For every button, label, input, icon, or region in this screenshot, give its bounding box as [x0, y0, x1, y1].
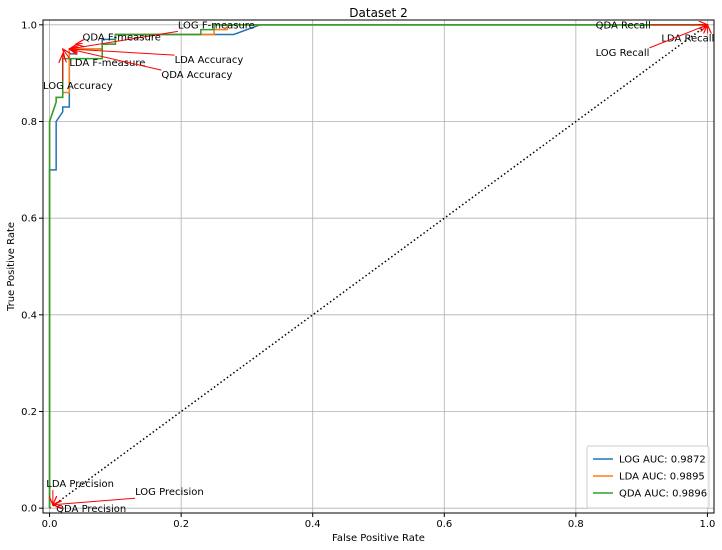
x-tick-label: 0.6: [436, 519, 452, 530]
annotation-label: LDA Accuracy: [175, 55, 244, 66]
series-line-2: [48, 24, 708, 509]
annotation-label: LOG F-measure: [178, 20, 255, 31]
annotation-arrow: [69, 49, 162, 71]
annotations: LOG F-measure QDA F-measure LDA F-measure L…: [43, 20, 714, 515]
chart-title: Dataset 2: [349, 6, 407, 20]
x-tick-label: 0.0: [42, 519, 58, 530]
x-tick-label: 0.2: [173, 519, 189, 530]
y-tick-label: 0.6: [21, 214, 37, 225]
y-tick-label: 1.0: [21, 20, 37, 31]
legend-box: [586, 445, 710, 509]
annotation-arrow: [53, 497, 136, 505]
axis-ticks: 0.0 0.2 0.4 0.6 0.8 1.0 0.0 0.2 0.4 0.6 0.8 1.0: [21, 20, 715, 530]
annotation-arrow: [69, 30, 178, 49]
annotation-label: QDA Recall: [596, 20, 651, 31]
y-tick-label: 0.0: [21, 504, 37, 515]
legend-label: LDA AUC: 0.9895: [619, 472, 705, 483]
annotation-arrow: [76, 43, 83, 44]
annotation-label: LOG Accuracy: [43, 81, 113, 92]
annotation-label: LDA Precision: [46, 479, 114, 490]
x-tick-label: 1.0: [699, 519, 715, 530]
annotation-label: QDA Precision: [56, 504, 126, 515]
y-tick-label: 0.4: [21, 310, 37, 321]
x-tick-label: 0.8: [568, 519, 584, 530]
annotation-label: QDA F-measure: [82, 32, 160, 43]
y-tick-label: 0.2: [21, 407, 37, 418]
annotation-arrow: [69, 49, 175, 56]
annotation-arrow: [649, 25, 707, 49]
annotation-label: LOG Precision: [135, 487, 204, 498]
y-tick-label: 0.8: [21, 117, 37, 128]
chance-diagonal-line: [49, 24, 708, 509]
x-tick-label: 0.4: [305, 519, 321, 530]
legend-label: LOG AUC: 0.9872: [619, 455, 706, 466]
annotation-label: LDA Recall: [661, 33, 714, 44]
grid: [43, 20, 714, 513]
y-axis-label: True Positive Rate: [6, 222, 17, 312]
x-axis-label: False Positive Rate: [332, 533, 425, 544]
annotation-label: QDA Accuracy: [161, 70, 232, 81]
legend: LOG AUC: 0.9872 LDA AUC: 0.9895 QDA AUC: 0…: [586, 445, 710, 509]
annotation-label: LOG Recall: [596, 48, 650, 59]
plot-frame: [42, 19, 715, 514]
legend-label: QDA AUC: 0.9896: [619, 489, 707, 500]
annotation-label: LDA F-measure: [69, 58, 145, 69]
